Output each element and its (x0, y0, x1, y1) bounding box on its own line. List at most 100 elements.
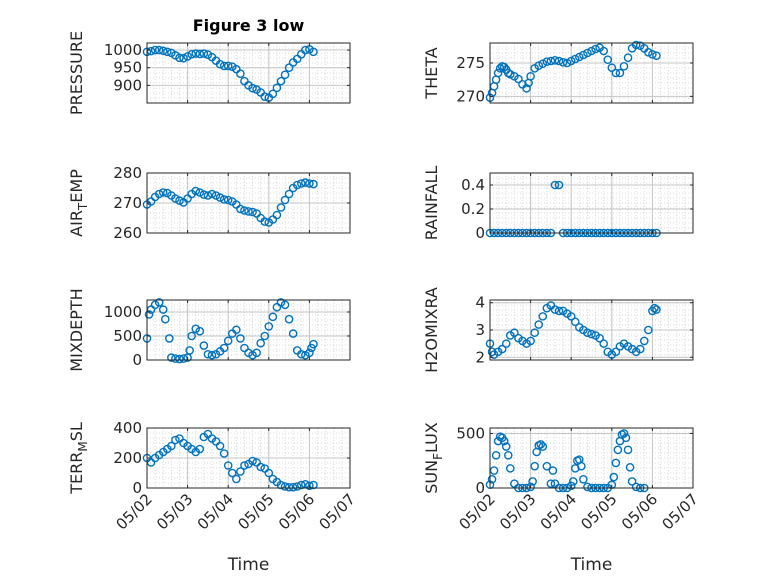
data-point (305, 179, 314, 188)
data-point (175, 53, 184, 63)
x-tick-label: 05/05 (234, 490, 277, 533)
data-point (627, 477, 637, 486)
data-point (252, 348, 261, 358)
subplot-terr_msl: 0200400TERRMSL05/0205/0305/0405/0505/060… (67, 419, 359, 575)
data-point (268, 312, 278, 322)
data-point (554, 306, 564, 316)
data-point (207, 350, 217, 360)
axes-box (146, 299, 351, 361)
y-tick-label: 0 (475, 224, 485, 242)
data-point (199, 190, 209, 199)
data-point (619, 429, 629, 438)
series-markers (485, 301, 661, 359)
data-point (223, 336, 233, 346)
data-point (652, 305, 661, 314)
data-point (579, 474, 588, 484)
data-point (587, 46, 596, 56)
data-point (167, 441, 176, 451)
data-point (599, 46, 608, 56)
data-point (150, 45, 160, 55)
data-point (215, 193, 225, 202)
data-point (223, 61, 233, 71)
y-tick-label: 3 (475, 321, 485, 339)
data-point (219, 449, 229, 458)
data-point (236, 69, 245, 79)
data-point (566, 481, 576, 491)
data-point (550, 56, 560, 65)
subplot-air_temp: 260 270 280 AIRTEMP (67, 164, 351, 242)
axes-box (489, 172, 694, 234)
x-tick-label: 05/07 (659, 490, 702, 533)
y-tick-label: 500 (456, 424, 485, 442)
data-point (648, 50, 657, 59)
y-tick-label: 1000 (104, 303, 142, 321)
data-point (276, 203, 286, 212)
data-point (499, 436, 509, 446)
data-point (548, 466, 558, 475)
y-tick-label: 270 (113, 194, 142, 212)
data-point (284, 63, 294, 73)
data-point (256, 462, 265, 472)
data-point (505, 464, 515, 473)
data-point (260, 331, 270, 341)
x-axis-label: Time (570, 555, 613, 575)
data-point (309, 339, 318, 349)
data-point (536, 440, 546, 449)
y-tick-label: 900 (113, 76, 142, 94)
data-point (215, 441, 225, 451)
data-point (538, 59, 548, 68)
y-tick-label: 270 (456, 87, 485, 105)
y-tick-label: 0.2 (461, 200, 485, 218)
data-point (603, 55, 613, 64)
data-point (505, 70, 515, 79)
x-tick-label: 05/06 (618, 490, 661, 533)
data-point (236, 467, 245, 476)
data-point (615, 68, 625, 78)
y-tick-label: 0.4 (461, 176, 485, 194)
axes-box (489, 427, 694, 489)
data-point (187, 331, 196, 341)
data-point (154, 298, 164, 307)
data-point (236, 334, 245, 343)
data-point (219, 343, 229, 353)
y-tick-label: 0 (132, 479, 142, 497)
data-point (493, 68, 503, 78)
subplot-h2omixra: 2 3 4 H2OMIXRA (422, 287, 694, 373)
data-point (160, 314, 170, 324)
data-point (538, 442, 548, 451)
data-point (171, 435, 180, 445)
data-point (631, 40, 641, 50)
data-point (566, 312, 576, 321)
data-point (631, 482, 641, 492)
x-tick-label: 05/03 (153, 490, 196, 533)
series-markers (142, 178, 318, 227)
data-point (495, 64, 505, 73)
data-point (554, 180, 564, 190)
data-point (566, 56, 576, 66)
y-axis-label: SUNFLUX (422, 422, 445, 494)
data-point (309, 47, 318, 57)
y-tick-label: 0 (132, 351, 142, 369)
data-point (232, 474, 241, 484)
data-point (199, 341, 209, 350)
axes-box (489, 42, 694, 104)
data-point (211, 191, 221, 200)
data-point (522, 84, 531, 93)
data-point (154, 45, 164, 55)
data-point (227, 468, 237, 478)
data-point (292, 482, 302, 491)
data-point (264, 322, 274, 331)
data-point (179, 53, 188, 63)
data-point (530, 461, 539, 471)
data-point (301, 45, 310, 55)
data-point (568, 477, 578, 486)
data-point (280, 70, 290, 80)
subplot-sun_flux: 0500SUNFLUX05/0205/0305/0405/0505/0605/0… (422, 422, 702, 575)
data-point (639, 336, 649, 346)
data-point (175, 196, 184, 205)
x-tick-label: 05/05 (577, 490, 620, 533)
data-point (280, 300, 290, 310)
data-point (583, 48, 592, 58)
